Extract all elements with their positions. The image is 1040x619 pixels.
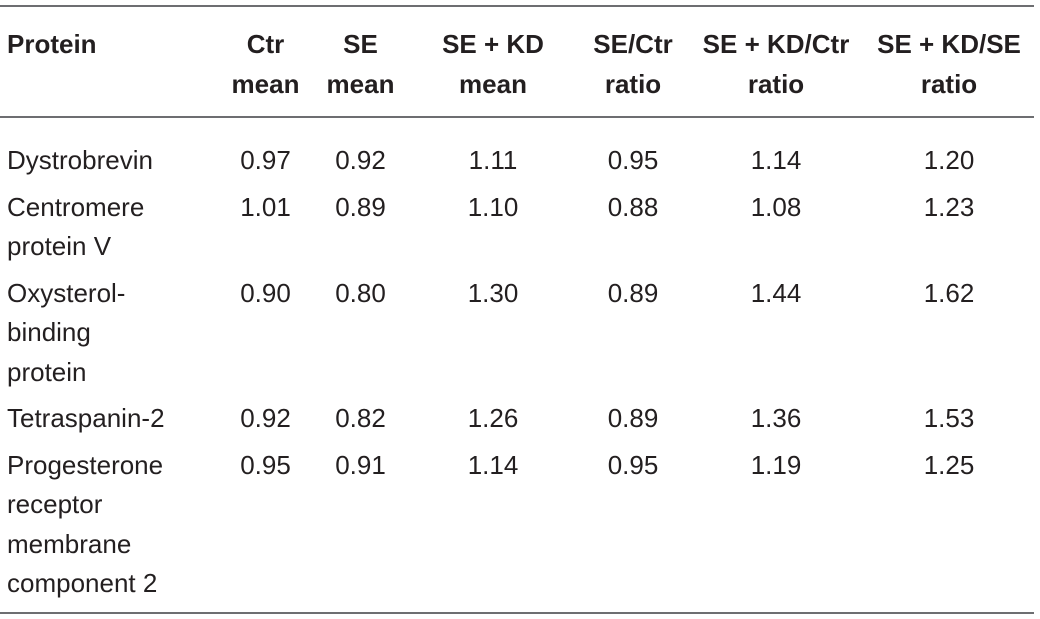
se-ctr-ratio-cell: 0.95 [607,449,659,480]
se-ctr-ratio-cell: 0.89 [607,277,659,308]
header-se-mean: SE mean [326,29,395,99]
protein-table: Protein Ctr mean SE mean SE + KD mean SE… [0,6,1034,611]
ctr-mean-cell: 0.95 [240,449,291,480]
header-se-kd-mean: SE + KD mean [442,29,544,99]
se-kd-ctr-ratio-cell: 1.14 [750,145,802,175]
se-kd-ctr-ratio-cell: 1.44 [750,277,802,308]
header-protein: Protein [7,29,97,59]
table-row: Tetraspanin-2 0.92 0.82 1.26 0.89 1.36 1… [0,399,1034,446]
top-rule [0,5,1034,7]
protein-name: Tetraspanin-2 [7,403,165,433]
se-kd-se-ratio-cell: 1.23 [923,191,975,222]
se-kd-se-ratio-cell: 1.20 [923,145,975,175]
header-rule [0,116,1034,118]
ctr-mean-cell: 0.90 [240,277,291,308]
se-ctr-ratio-cell: 0.95 [607,145,659,175]
table-row: Oxysterol-binding protein 0.90 0.80 1.30… [0,274,1034,400]
header-row: Protein Ctr mean SE mean SE + KD mean SE… [0,6,1034,124]
se-ctr-ratio-cell: 0.88 [607,191,659,222]
table-row: Dystrobrevin 0.97 0.92 1.11 0.95 1.14 1.… [0,124,1034,188]
se-mean-cell: 0.89 [335,191,386,222]
se-kd-mean-cell: 1.30 [467,277,519,308]
se-kd-se-ratio-cell: 1.53 [923,403,975,433]
se-ctr-ratio-cell: 0.89 [607,403,659,433]
ctr-mean-cell: 0.92 [240,403,291,433]
se-kd-mean-cell: 1.11 [468,145,518,175]
se-mean-cell: 0.82 [335,403,386,433]
header-se-ctr-ratio: SE/Ctr ratio [593,29,673,99]
protein-name: Dystrobrevin [7,145,153,175]
header-se-kd-ctr-ratio: SE + KD/Ctr ratio [702,29,850,99]
se-mean-cell: 0.92 [335,145,386,175]
se-kd-se-ratio-cell: 1.62 [923,277,975,308]
se-kd-mean-cell: 1.10 [467,191,519,222]
table-row: Progesterone receptor membrane component… [0,446,1034,611]
table-row: Centromere protein V 1.01 0.89 1.10 0.88… [0,188,1034,274]
se-kd-ctr-ratio-cell: 1.19 [750,449,802,480]
protein-name: Oxysterol-binding protein [7,277,126,387]
se-mean-cell: 0.91 [335,449,386,480]
protein-name: Centromere protein V [7,191,145,262]
protein-name: Progesterone receptor membrane component… [7,449,164,599]
se-kd-se-ratio-cell: 1.25 [923,449,975,480]
ctr-mean-cell: 0.97 [240,145,291,175]
se-kd-mean-cell: 1.26 [467,403,519,433]
se-kd-ctr-ratio-cell: 1.36 [750,403,802,433]
se-mean-cell: 0.80 [335,277,386,308]
header-se-kd-se-ratio: SE + KD/SE ratio [877,29,1021,99]
se-kd-mean-cell: 1.14 [467,449,519,480]
header-ctr-mean: Ctr mean [231,29,300,99]
ctr-mean-cell: 1.01 [240,191,291,222]
se-kd-ctr-ratio-cell: 1.08 [750,191,802,222]
bottom-rule [0,612,1034,614]
